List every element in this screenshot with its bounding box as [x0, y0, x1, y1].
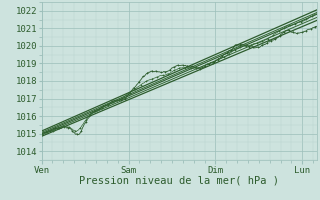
X-axis label: Pression niveau de la mer( hPa ): Pression niveau de la mer( hPa ): [79, 176, 279, 186]
